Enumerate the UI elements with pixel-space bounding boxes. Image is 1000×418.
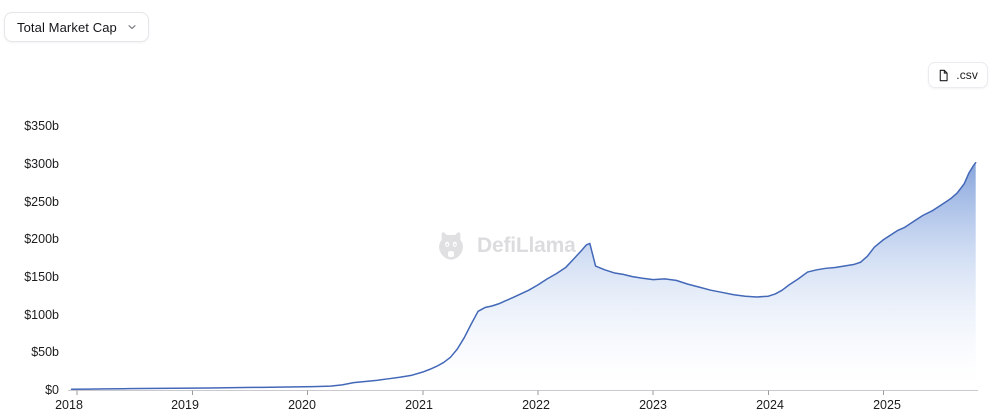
x-tick-label: 2020 [288, 398, 316, 412]
y-tick-label: $150b [24, 270, 59, 284]
y-tick-label: $350b [24, 119, 59, 133]
y-tick-label: $250b [24, 195, 59, 209]
plot-series [70, 161, 977, 391]
y-tick-label: $50b [31, 345, 59, 359]
download-csv-button[interactable]: .csv [928, 62, 988, 88]
x-tick-label: 2024 [756, 398, 784, 412]
metric-dropdown-label: Total Market Cap [17, 19, 117, 35]
chart-toolbar: Total Market Cap [4, 12, 990, 44]
y-tick-label: $100b [24, 308, 59, 322]
x-tick-label: 2019 [171, 398, 199, 412]
x-tick-label: 2018 [55, 398, 83, 412]
x-tick-label: 2023 [639, 398, 667, 412]
y-tick-label: $200b [24, 232, 59, 246]
chevron-down-icon [126, 21, 138, 33]
download-csv-label: .csv [956, 68, 978, 82]
x-tick-label: 2025 [873, 398, 901, 412]
file-document-icon [937, 69, 950, 82]
x-axis-ticks [76, 390, 885, 395]
x-tick-label: 2021 [405, 398, 433, 412]
y-axis-labels: $350b $300b $250b $200b $150b $100b $50b… [24, 119, 59, 397]
x-axis-labels: 2018 2019 2020 2021 2022 2023 2024 2025 [55, 398, 901, 412]
area-fill [71, 162, 976, 391]
y-tick-label: $300b [24, 157, 59, 171]
series-line [70, 161, 977, 391]
x-tick-label: 2022 [522, 398, 550, 412]
metric-dropdown[interactable]: Total Market Cap [4, 12, 149, 42]
y-tick-label: $0 [45, 383, 59, 397]
